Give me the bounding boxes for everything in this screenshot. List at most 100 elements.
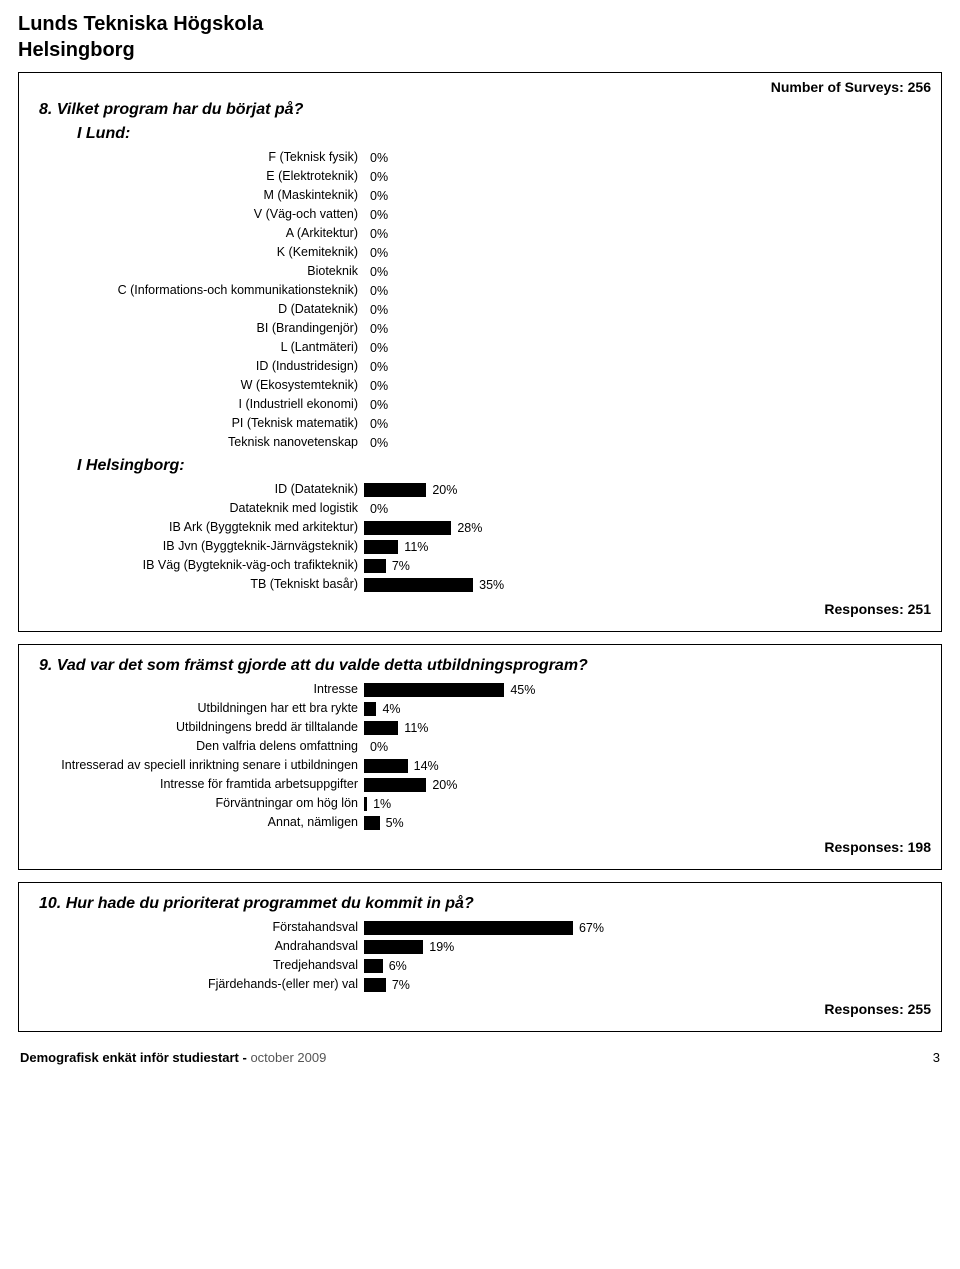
bar-label: IB Jvn (Byggteknik-Järnvägsteknik)	[29, 539, 364, 553]
bar-row: C (Informations-och kommunikationsteknik…	[29, 280, 931, 299]
bar-percent: 11%	[398, 721, 428, 735]
bar-label: Utbildningens bredd är tilltalande	[29, 720, 364, 734]
footer-title: Demografisk enkät inför studiestart - oc…	[20, 1050, 326, 1065]
bar-track: 0%	[364, 283, 931, 297]
bar-row: V (Väg-och vatten)0%	[29, 204, 931, 223]
bar-row: Intresse för framtida arbetsuppgifter20%	[29, 774, 931, 793]
bar-track: 20%	[364, 482, 931, 496]
bar-label: M (Maskinteknik)	[29, 188, 364, 202]
question-box: 10. Hur hade du prioriterat programmet d…	[18, 882, 942, 1032]
page-header: Lunds Tekniska Högskola Helsingborg	[18, 12, 942, 62]
bar-track: 7%	[364, 977, 931, 991]
bar-label: Annat, nämligen	[29, 815, 364, 829]
bar-row: Teknisk nanovetenskap0%	[29, 432, 931, 451]
institution-name: Lunds Tekniska Högskola	[18, 12, 942, 37]
bar-label: Teknisk nanovetenskap	[29, 435, 364, 449]
bar-row: Tredjehandsval6%	[29, 955, 931, 974]
bar-row: Förstahandsval 67%	[29, 917, 931, 936]
section-heading: I Helsingborg:	[77, 457, 931, 475]
bar-row: Förväntningar om hög lön1%	[29, 793, 931, 812]
bar-row: Datateknik med logistik0%	[29, 498, 931, 517]
bar-label: W (Ekosystemteknik)	[29, 378, 364, 392]
bar-percent: 14%	[408, 759, 439, 773]
bar-chart: F (Teknisk fysik)0%E (Elektroteknik)0%M …	[29, 147, 931, 451]
bar-track: 0%	[364, 359, 931, 373]
bar-percent: 35%	[473, 578, 504, 592]
question-title: 8. Vilket program har du börjat på?	[39, 101, 931, 119]
bar-percent: 7%	[386, 978, 410, 992]
questions-container: Number of Surveys: 256 8. Vilket program …	[18, 72, 942, 1032]
bar-row: BI (Brandingenjör)0%	[29, 318, 931, 337]
question-box: Number of Surveys: 256 8. Vilket program …	[18, 72, 942, 632]
bar-label: Intresse	[29, 682, 364, 696]
bar-label: ID (Datateknik)	[29, 482, 364, 496]
bar-fill	[364, 559, 386, 573]
bar-label: Intresserad av speciell inriktning senar…	[29, 758, 364, 772]
bar-label: BI (Brandingenjör)	[29, 321, 364, 335]
bar-fill	[364, 540, 398, 554]
bar-percent: 20%	[426, 778, 457, 792]
campus-name: Helsingborg	[18, 39, 942, 62]
bar-fill	[364, 921, 573, 935]
surveys-count: Number of Surveys: 256	[29, 79, 931, 95]
page-number: 3	[933, 1050, 940, 1065]
bar-row: I (Industriell ekonomi)0%	[29, 394, 931, 413]
bar-fill	[364, 759, 408, 773]
bar-label: Tredjehandsval	[29, 958, 364, 972]
bar-track: 0%	[364, 150, 931, 164]
bar-percent: 0%	[364, 246, 388, 260]
bar-percent: 0%	[364, 189, 388, 203]
bar-percent: 0%	[364, 436, 388, 450]
responses-count: Responses: 251	[29, 601, 931, 617]
bar-row: K (Kemiteknik)0%	[29, 242, 931, 261]
bar-track: 5%	[364, 815, 931, 829]
bar-label: A (Arkitektur)	[29, 226, 364, 240]
bar-track: 11%	[364, 539, 931, 553]
footer-title-bold: Demografisk enkät inför studiestart -	[20, 1050, 250, 1065]
bar-track: 0%	[364, 302, 931, 316]
bar-track: 0%	[364, 188, 931, 202]
bar-percent: 7%	[386, 559, 410, 573]
bar-label: Förstahandsval	[29, 920, 364, 934]
bar-label: C (Informations-och kommunikationsteknik…	[29, 283, 364, 297]
bar-percent: 45%	[504, 683, 535, 697]
bar-row: D (Datateknik)0%	[29, 299, 931, 318]
bar-percent: 0%	[364, 265, 388, 279]
bar-row: Utbildningen har ett bra rykte4%	[29, 698, 931, 717]
question-box: 9. Vad var det som främst gjorde att du …	[18, 644, 942, 870]
bar-chart: Intresse 45%Utbildningen har ett bra rykt…	[29, 679, 931, 831]
bar-label: TB (Tekniskt basår)	[29, 577, 364, 591]
bar-row: F (Teknisk fysik)0%	[29, 147, 931, 166]
bar-row: IB Ark (Byggteknik med arkitektur)28%	[29, 517, 931, 536]
bar-track: 0%	[364, 264, 931, 278]
bar-percent: 0%	[364, 170, 388, 184]
bar-label: I (Industriell ekonomi)	[29, 397, 364, 411]
bar-label: Bioteknik	[29, 264, 364, 278]
bar-chart: Förstahandsval67%Andrahandsval19%Tredjeh…	[29, 917, 931, 993]
bar-label: Andrahandsval	[29, 939, 364, 953]
bar-fill	[364, 816, 380, 830]
bar-percent: 5%	[380, 816, 404, 830]
bar-track: 0%	[364, 169, 931, 183]
bar-percent: 11%	[398, 540, 428, 554]
bar-label: L (Lantmäteri)	[29, 340, 364, 354]
bar-row: Utbildningens bredd är tilltalande 11%	[29, 717, 931, 736]
bar-percent: 4%	[376, 702, 400, 716]
bar-percent: 67%	[573, 921, 604, 935]
bar-row: TB (Tekniskt basår) 35%	[29, 574, 931, 593]
bar-label: V (Väg-och vatten)	[29, 207, 364, 221]
bar-row: A (Arkitektur)0%	[29, 223, 931, 242]
bar-fill	[364, 683, 504, 697]
bar-track: 28%	[364, 520, 931, 534]
bar-track: 19%	[364, 939, 931, 953]
bar-track: 6%	[364, 958, 931, 972]
bar-row: Bioteknik0%	[29, 261, 931, 280]
bar-fill	[364, 721, 398, 735]
bar-row: L (Lantmäteri)0%	[29, 337, 931, 356]
bar-percent: 0%	[364, 303, 388, 317]
bar-fill	[364, 778, 426, 792]
footer-title-light: october 2009	[250, 1050, 326, 1065]
bar-label: PI (Teknisk matematik)	[29, 416, 364, 430]
question-title: 9. Vad var det som främst gjorde att du …	[39, 657, 931, 675]
bar-label: Förväntningar om hög lön	[29, 796, 364, 810]
